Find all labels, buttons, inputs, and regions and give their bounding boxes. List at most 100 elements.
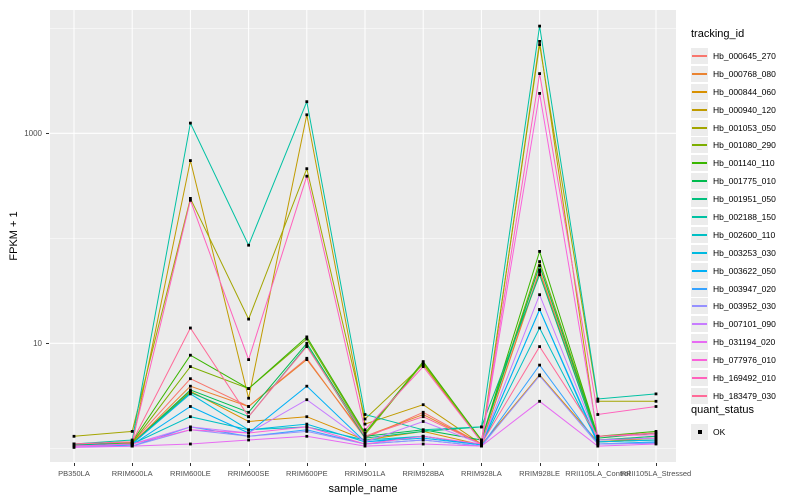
data-point [130, 444, 134, 448]
data-point [538, 264, 541, 267]
legend-key-line-icon [691, 191, 708, 208]
legend-item: Hb_002600_110 [691, 226, 799, 244]
data-point [654, 431, 658, 435]
data-point [654, 436, 658, 440]
legend-key-line-icon [691, 369, 708, 386]
data-point [596, 434, 600, 438]
data-point [421, 430, 425, 433]
data-point [305, 174, 309, 178]
y-tick-label: 1000 [24, 128, 42, 138]
legend-item-label: Hb_002600_110 [713, 229, 776, 240]
data-point [305, 425, 309, 429]
data-point [421, 413, 425, 416]
legend-key-line-icon [691, 298, 708, 315]
x-tick-label: RRIM928LE [519, 469, 561, 478]
data-point [538, 260, 541, 263]
x-tick-label: RRIM600PE [285, 469, 328, 478]
legend-key-line-icon [691, 155, 708, 172]
quant-legend-item: OK [691, 423, 799, 441]
data-point [421, 428, 425, 432]
data-point [72, 444, 76, 448]
legend-item-label: Hb_000844_060 [713, 86, 776, 97]
data-point [189, 377, 192, 381]
data-point [538, 345, 541, 348]
data-point [189, 365, 192, 368]
data-point [247, 415, 250, 419]
data-point [421, 365, 425, 368]
x-tick-label: PB350LA [58, 469, 90, 478]
x-axis-label: sample_name [328, 483, 398, 495]
data-point [596, 399, 600, 403]
data-point [247, 358, 250, 361]
data-point [538, 273, 541, 277]
data-point [189, 326, 192, 330]
data-point [189, 384, 192, 388]
data-point [305, 358, 309, 361]
data-point [654, 392, 658, 396]
x-tick-label: RRII105LA_Stressed [620, 469, 692, 478]
data-point [189, 405, 192, 408]
data-point [247, 405, 250, 408]
data-point [596, 397, 600, 401]
legend-item: Hb_001775_010 [691, 172, 799, 190]
x-tick-mark [248, 463, 250, 466]
quant-legend-title: quant_status [691, 404, 754, 416]
data-point [421, 415, 425, 419]
data-point [654, 442, 658, 446]
data-point [480, 425, 483, 429]
data-point [654, 434, 658, 438]
data-point [189, 442, 192, 446]
data-point [305, 113, 309, 117]
data-point [538, 40, 541, 43]
x-tick-mark [539, 463, 541, 466]
data-point [538, 293, 541, 297]
legend-item: Hb_000844_060 [691, 83, 799, 101]
data-point [596, 413, 600, 416]
data-point [363, 444, 367, 448]
data-point [305, 345, 309, 348]
x-tick-label: RRIM600SE [227, 469, 270, 478]
y-tick-mark [46, 133, 49, 135]
legend-item: Hb_002188_150 [691, 208, 799, 226]
data-point [538, 268, 541, 272]
legend-item-label: Hb_169492_010 [713, 372, 776, 383]
x-tick-label: RRIM928LA [460, 469, 502, 478]
data-point [421, 360, 425, 363]
data-point [189, 392, 192, 396]
quant-legend-item-label: OK [713, 426, 726, 437]
data-point [305, 384, 309, 388]
tracking-id-legend: tracking_id Hb_000645_270 Hb_000768_080 Hb… [691, 28, 799, 405]
data-point [480, 438, 483, 442]
legend-key-line-icon [691, 208, 708, 225]
legend-item-label: Hb_000940_120 [713, 104, 776, 115]
x-tick-label: RRIM600LA [111, 469, 153, 478]
data-point [363, 442, 367, 446]
legend-key-line-icon [691, 119, 708, 136]
legend-item-label: Hb_077976_010 [713, 355, 776, 366]
data-point [596, 442, 600, 446]
data-point [654, 430, 658, 433]
data-point [480, 442, 483, 446]
data-point [247, 317, 250, 321]
legend-item-label: Hb_002188_150 [713, 211, 776, 222]
legend-key-line-icon [691, 280, 708, 297]
data-point [305, 341, 309, 345]
data-point [538, 374, 541, 378]
legend-key-line-icon [691, 173, 708, 190]
data-point [538, 270, 541, 274]
data-point [305, 415, 309, 419]
data-point [305, 337, 309, 341]
legend-item: Hb_003947_020 [691, 280, 799, 298]
data-point [247, 410, 250, 414]
x-tick-mark [365, 463, 366, 466]
data-point [189, 388, 192, 392]
data-point [363, 431, 367, 435]
data-point [363, 440, 367, 444]
data-point [72, 442, 76, 446]
x-tick-mark [132, 463, 134, 466]
data-point [654, 438, 658, 442]
data-point [596, 440, 600, 444]
data-point [654, 433, 658, 436]
ok-square-icon [691, 423, 708, 440]
legend-item: Hb_183479_030 [691, 387, 799, 405]
